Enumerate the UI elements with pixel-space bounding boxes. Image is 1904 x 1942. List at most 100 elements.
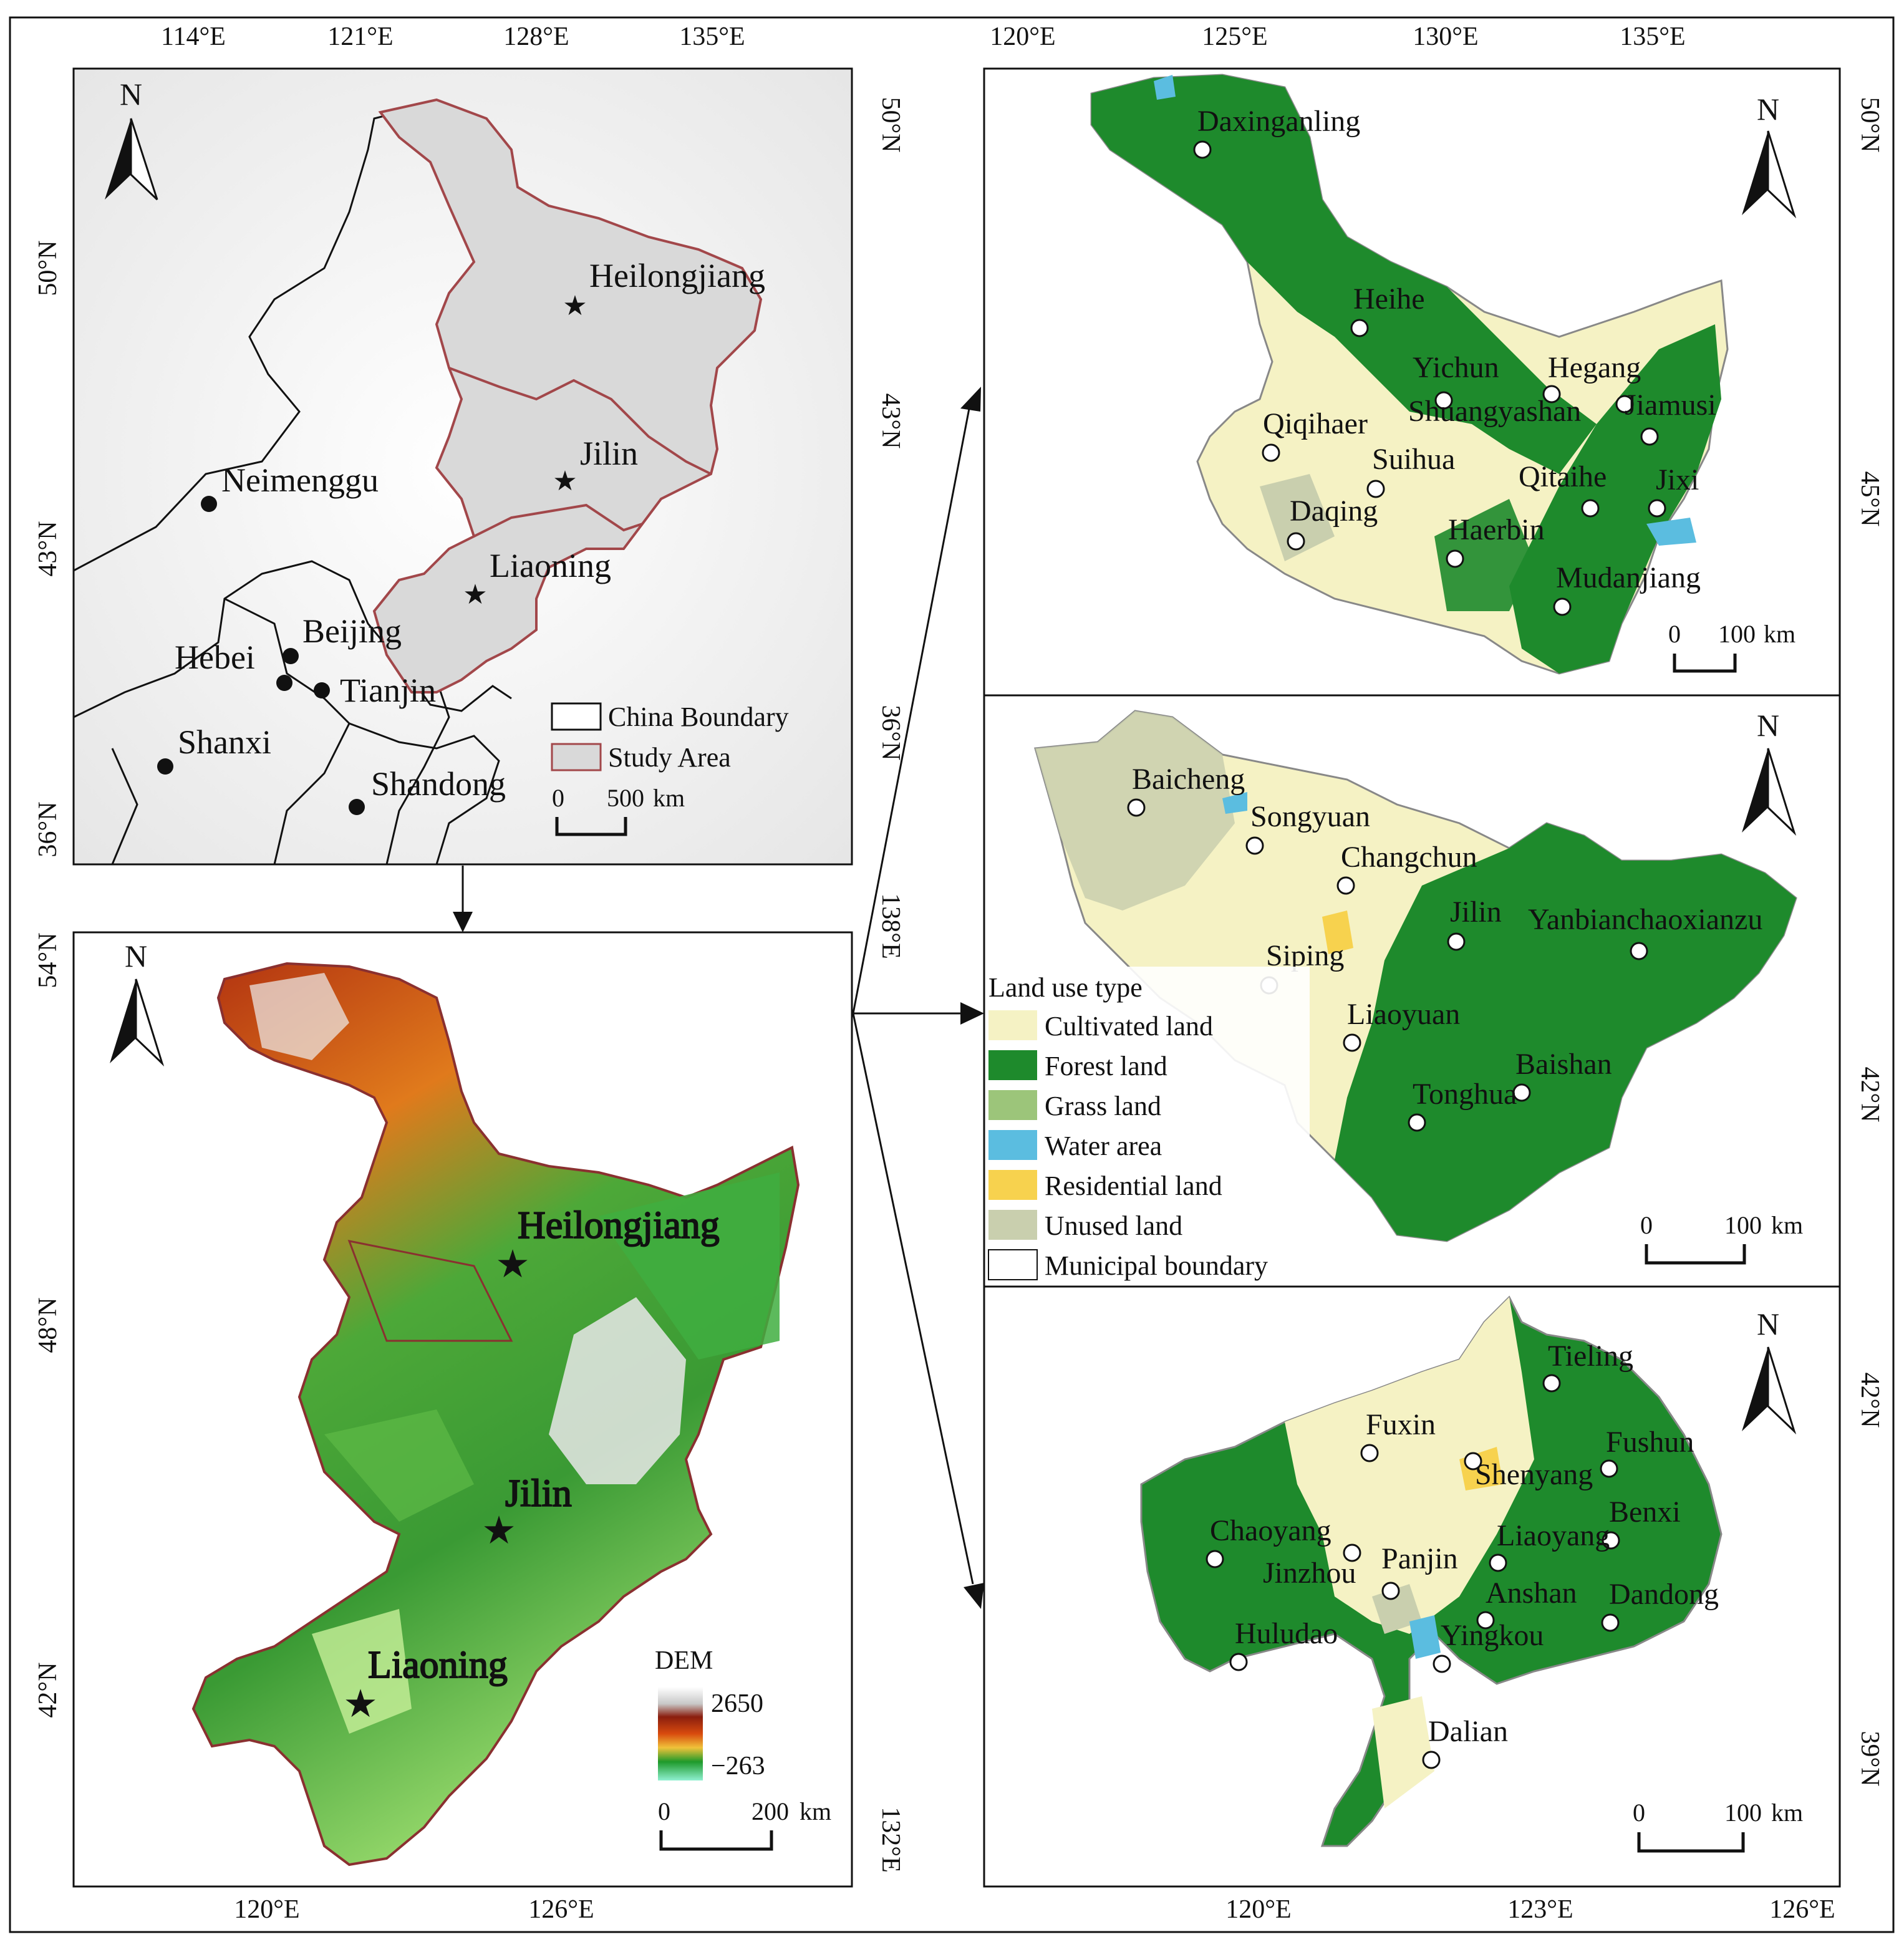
heilongjiang-city-label: Suihua	[1372, 443, 1455, 476]
star-marker: ★	[343, 1683, 378, 1726]
right-top-tick: 135°E	[1620, 22, 1685, 51]
water-zone	[1222, 792, 1247, 814]
legend-swatch	[988, 1090, 1037, 1120]
study-area-province-boundary	[448, 367, 712, 475]
svg-text:N: N	[1757, 1307, 1779, 1341]
legend-label: Grass land	[1045, 1091, 1161, 1121]
svg-text:N: N	[125, 939, 147, 973]
water-zone	[1409, 1615, 1441, 1659]
liaoning-city-label: Panjin	[1381, 1542, 1458, 1575]
overview-province-label: Liaoning	[490, 547, 611, 584]
heilongjiang-city-label: Hegang	[1548, 351, 1641, 384]
water-zone	[1154, 75, 1176, 100]
dem-left-tick: 42°N	[34, 1662, 62, 1717]
forest-zone	[1091, 75, 1597, 474]
overview-city-label: Shandong	[371, 765, 506, 803]
liaoning-city-label: Benxi	[1609, 1495, 1681, 1529]
dem-plain	[599, 1172, 780, 1360]
scale-bar	[659, 1830, 773, 1851]
jilin-city-label: Jilin	[1450, 896, 1502, 929]
overview-right-tick: 36°N	[876, 705, 905, 760]
city-dot	[276, 675, 292, 691]
overview-top-tick: 121°E	[327, 22, 393, 51]
legend-label: Forest land	[1045, 1051, 1167, 1081]
star-marker: ★	[463, 579, 487, 610]
right-bottom-tick: 120°E	[1225, 1895, 1291, 1924]
heilongjiang-panel: N Daxinganling Heihe Yichun Hegang Shuan…	[983, 67, 1841, 697]
overview-city-label: Neimenggu	[221, 461, 379, 499]
liaoning-city-label: Huludao	[1235, 1617, 1338, 1650]
scale-unit: km	[800, 1797, 831, 1825]
water-zone	[1646, 518, 1696, 546]
right-side-tick: 42°N	[1855, 1372, 1884, 1428]
scale-zero: 0	[552, 784, 564, 812]
legend-swatch	[988, 1010, 1037, 1040]
panel-connectors	[852, 387, 984, 1609]
legend-label: Unused land	[1045, 1210, 1182, 1241]
province-boundary	[73, 560, 450, 865]
dem-legend-ramp	[658, 1687, 703, 1780]
north-arrow-icon: N	[1742, 92, 1797, 219]
liaoning-city-label: Shenyang	[1475, 1458, 1593, 1491]
city-dot	[201, 496, 217, 512]
dem-bottom-tick: 126°E	[528, 1895, 594, 1924]
liaoning-city-label: Anshan	[1486, 1577, 1577, 1610]
heilongjiang-city-label: Haerbin	[1448, 513, 1545, 546]
study-area	[372, 98, 763, 693]
dem-province-label: Liaoning	[368, 1644, 508, 1686]
legend-label: Cultivated land	[1045, 1011, 1213, 1041]
star-marker: ★	[563, 291, 587, 321]
liaoning-panel: N Tieling Fuxin Fushun Shenyang Benxi Ch…	[983, 1285, 1841, 1888]
liaoning-city-label: Dalian	[1428, 1715, 1508, 1748]
scale-unit: km	[1771, 1211, 1803, 1239]
north-arrow-icon: N	[105, 77, 158, 201]
dem-province-label: Heilongjiang	[518, 1204, 720, 1247]
unused-zone	[1260, 474, 1335, 561]
scale-distance: 200	[751, 1797, 789, 1825]
jilin-city-label: Changchun	[1341, 841, 1477, 874]
dem-plain	[324, 1409, 474, 1522]
jilin-city-label: Yanbianchaoxianzu	[1528, 903, 1762, 936]
study-area-province-boundary	[473, 503, 643, 538]
overview-city-label: Beijing	[302, 612, 402, 650]
right-bottom-tick: 126°E	[1769, 1895, 1835, 1924]
overview-city-label: Hebei	[175, 639, 255, 676]
star-marker: ★	[481, 1510, 516, 1552]
right-side-tick: 39°N	[1855, 1731, 1884, 1786]
overview-right-tick: 50°N	[876, 97, 905, 152]
scale-distance: 100	[1724, 1211, 1762, 1239]
heilongjiang-city-label: Daqing	[1290, 495, 1378, 528]
scale-bar	[1673, 654, 1737, 673]
province-boundary	[224, 597, 350, 865]
jilin-city-label: Songyuan	[1250, 800, 1370, 833]
dem-legend-max: 2650	[711, 1689, 763, 1718]
jilin-city-label: Tonghua	[1413, 1078, 1517, 1111]
legend-swatch	[988, 1210, 1037, 1240]
legend-label: Residential land	[1045, 1171, 1222, 1201]
landuse-legend-title: Land use type	[988, 972, 1143, 1003]
city-dot	[349, 799, 365, 815]
heilongjiang-city-label: Qitaihe	[1519, 460, 1607, 493]
dem-highlands	[549, 1297, 686, 1484]
heilongjiang-city-label: Shuangyashan	[1408, 395, 1581, 428]
legend-swatch	[988, 1130, 1037, 1160]
scale-zero: 0	[1640, 1211, 1653, 1239]
liaoning-city-label: Jinzhou	[1263, 1557, 1356, 1590]
city-markers	[1193, 140, 1666, 616]
dem-legend-title: DEM	[655, 1646, 713, 1675]
legend-label: Municipal boundary	[1045, 1250, 1268, 1281]
scale-unit: km	[1771, 1799, 1803, 1827]
dem-highlands	[249, 973, 349, 1060]
heilongjiang-city-label: Heihe	[1353, 283, 1425, 316]
legend-label: Water area	[1045, 1131, 1162, 1161]
overview-top-tick: 114°E	[161, 22, 226, 51]
city-markers	[1206, 1374, 1620, 1769]
dem-left-tick: 48°N	[34, 1297, 62, 1353]
overview-top-tick: 128°E	[503, 22, 569, 51]
legend-swatch	[988, 1050, 1037, 1080]
right-side-tick: 45°N	[1855, 471, 1884, 526]
overview-left-tick: 36°N	[34, 801, 62, 857]
jilin-city-label: Baishan	[1515, 1048, 1612, 1081]
right-bottom-tick: 123°E	[1507, 1895, 1573, 1924]
